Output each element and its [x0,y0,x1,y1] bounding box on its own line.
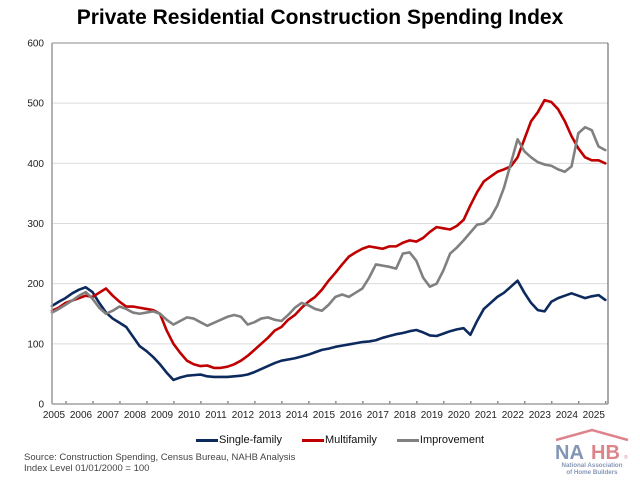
x-tick-label: 2022 [502,410,525,421]
x-tick-label: 2023 [529,410,552,421]
legend-item-improvement[interactable]: Improvement [396,434,485,446]
y-tick-label: 0 [38,400,44,411]
x-tick-label: 2009 [151,410,174,421]
x-tick-label: 2015 [313,410,336,421]
y-tick-label: 200 [27,279,44,290]
legend-item-multifamily[interactable]: Multifamily [301,434,377,446]
x-tick-label: 2012 [232,410,255,421]
series-line-improvement [50,125,607,328]
source-note: Source: Construction Spending, Census Bu… [24,452,295,474]
x-tick-label: 2006 [70,410,93,421]
x-tick-label: 2016 [340,410,363,421]
logo-hb: HB [591,442,620,464]
x-tick-label: 2010 [178,410,201,421]
x-tick-label: 2021 [475,410,498,421]
x-tick-label: 2008 [124,410,147,421]
legend-item-single-family[interactable]: Single-family [196,434,282,446]
x-tick-label: 2025 [583,410,606,421]
x-tick-label: 2020 [448,410,471,421]
legend-label: Multifamily [324,434,377,446]
legend-swatch [301,438,324,442]
logo-subtitle-2: of Home Builders [566,469,618,476]
series-line-multifamily [50,98,607,370]
x-tick-label: 2024 [556,410,579,421]
index-note: Index Level 01/01/2000 = 100 [24,463,150,474]
plot-frame [51,42,609,405]
logo-na: NA [555,442,584,464]
registered-mark: ® [624,454,628,461]
legend: Single-family Multifamily Improvement [196,434,484,446]
x-tick-label: 2005 [43,410,66,421]
y-tick-label: 600 [27,39,44,50]
source-text: Source: Construction Spending, Census Bu… [24,452,296,463]
legend-label: Single-family [219,434,282,446]
y-tick-label: 300 [27,219,44,230]
logo-subtitle-1: National Association [562,462,623,469]
nahb-logo: NA HB ® National Association of Home Bui… [555,428,629,476]
gridlines [52,102,608,345]
legend-swatch [196,438,218,442]
y-axis-ticks: 0 100 200 300 400 500 600 [27,39,44,411]
x-tick-label: 2011 [205,410,227,421]
y-tick-label: 500 [27,99,44,110]
x-tick-label: 2014 [286,410,309,421]
x-tick-label: 2007 [97,410,120,421]
x-tick-label: 2019 [421,410,444,421]
x-axis-ticks: 2005 2006 2007 2008 2009 2010 2011 2012 2013 2014… [43,401,607,421]
chart-title: Private Residential Construction Spendin… [76,6,564,29]
x-tick-label: 2017 [367,410,390,421]
legend-label: Improvement [419,434,485,446]
x-tick-label: 2018 [394,410,417,421]
series-lines [50,98,607,382]
roof-icon [555,428,629,442]
series-line-single-family [50,279,607,382]
legend-swatch [396,438,419,442]
y-tick-label: 100 [27,339,44,350]
x-tick-label: 2013 [259,410,282,421]
y-tick-label: 400 [27,159,44,170]
